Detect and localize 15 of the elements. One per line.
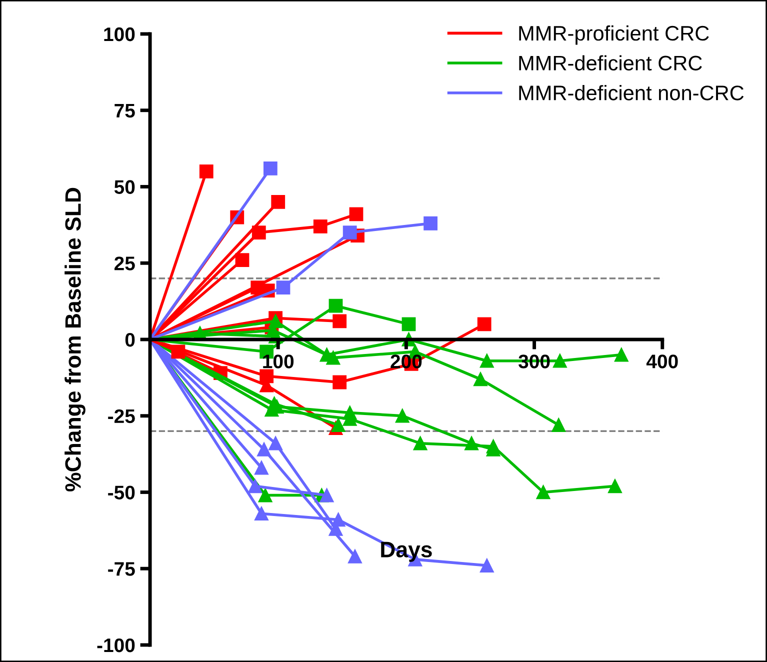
y-tick-label: -75 bbox=[108, 562, 135, 576]
legend-label: MMR-deficient non-CRC bbox=[519, 85, 744, 100]
x-tick-label: 100 bbox=[263, 354, 294, 368]
legend-label: MMR-deficient CRC bbox=[519, 55, 702, 71]
y-tick-label: -50 bbox=[108, 486, 135, 500]
y-tick-label: 25 bbox=[114, 256, 135, 270]
y-tick-label: 100 bbox=[104, 27, 135, 42]
y-tick-label: -25 bbox=[108, 409, 135, 424]
y-axis-title: %Change from Baseline SLD bbox=[64, 188, 86, 492]
legend-label: MMR-proficient CRC bbox=[519, 25, 709, 45]
y-tick-label: -100 bbox=[97, 638, 135, 652]
y-tick-label: 50 bbox=[114, 180, 135, 194]
y-tick-label: 0 bbox=[125, 332, 135, 347]
x-tick-label: 400 bbox=[646, 354, 678, 368]
y-tick-label: 75 bbox=[114, 104, 135, 118]
